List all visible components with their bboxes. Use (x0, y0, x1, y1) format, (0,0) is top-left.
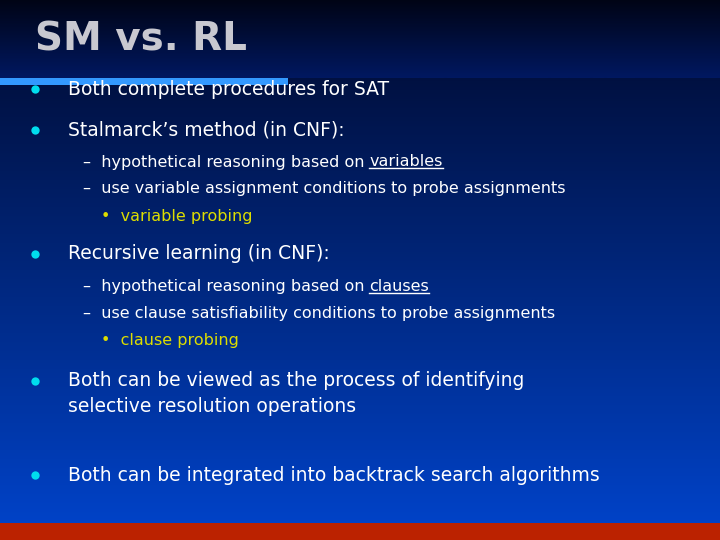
Text: SM vs. RL: SM vs. RL (35, 20, 246, 58)
Text: selective resolution operations: selective resolution operations (68, 396, 356, 416)
Text: –  hypothetical reasoning based on: – hypothetical reasoning based on (83, 279, 369, 294)
Text: variables: variables (369, 154, 443, 170)
Text: –  hypothetical reasoning based on: – hypothetical reasoning based on (83, 154, 369, 170)
Text: Both can be viewed as the process of identifying: Both can be viewed as the process of ide… (68, 371, 525, 390)
Text: Both complete procedures for SAT: Both complete procedures for SAT (68, 79, 390, 99)
Text: Both can be integrated into backtrack search algorithms: Both can be integrated into backtrack se… (68, 465, 600, 485)
Text: •  variable probing: • variable probing (101, 208, 252, 224)
Text: •  clause probing: • clause probing (101, 333, 238, 348)
Bar (0, 523, 720, 540)
Text: Stalmarck’s method (in CNF):: Stalmarck’s method (in CNF): (68, 120, 345, 139)
Text: –  use variable assignment conditions to probe assignments: – use variable assignment conditions to … (83, 181, 565, 197)
Bar (0, 78, 288, 85)
Text: –  use clause satisfiability conditions to probe assignments: – use clause satisfiability conditions t… (83, 306, 555, 321)
Text: clauses: clauses (369, 279, 429, 294)
Text: Recursive learning (in CNF):: Recursive learning (in CNF): (68, 244, 330, 264)
